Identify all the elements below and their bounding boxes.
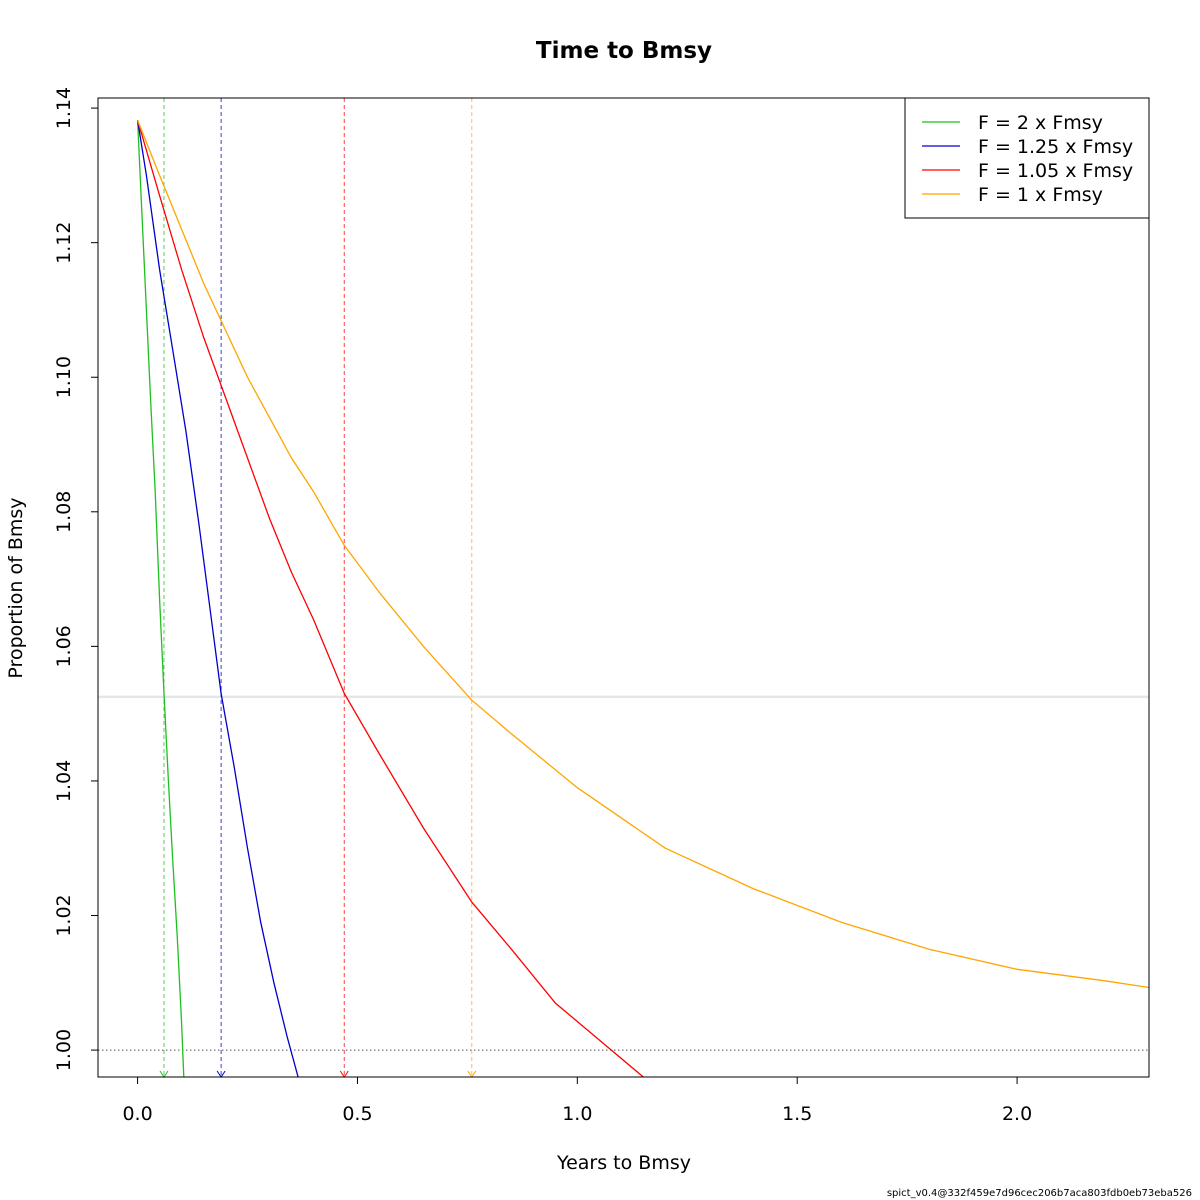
y-tick-label: 1.02	[53, 894, 75, 936]
legend-label-2: F = 1.25 x Fmsy	[978, 136, 1133, 158]
y-tick-label: 1.08	[53, 491, 75, 533]
series-line-4	[136, 119, 1149, 989]
legend-label-3: F = 1.05 x Fmsy	[978, 160, 1133, 182]
series-line-3	[136, 120, 644, 1077]
y-tick-label: 1.04	[53, 760, 75, 802]
y-tick-label: 1.06	[53, 625, 75, 667]
chart-title: Time to Bmsy	[536, 38, 712, 64]
reference-lines	[98, 695, 1149, 1051]
vertical-markers	[159, 98, 477, 1078]
series-line-1	[136, 120, 185, 1077]
y-tick-label: 1.14	[53, 87, 75, 129]
y-tick-label: 1.10	[53, 356, 75, 398]
x-tick-label: 1.0	[562, 1103, 592, 1125]
y-axis-title: Proportion of Bmsy	[5, 497, 27, 678]
y-tick-label: 1.12	[53, 222, 75, 264]
x-axis-title: Years to Bmsy	[556, 1152, 691, 1174]
legend-label-4: F = 1 x Fmsy	[978, 184, 1103, 206]
y-axis: 1.00 1.02 1.04 1.06 1.08 1.10 1.12 1.14	[53, 87, 99, 1071]
series-line-2	[136, 120, 299, 1077]
y-tick-label: 1.00	[53, 1029, 75, 1071]
plot-frame	[97, 97, 1150, 1078]
series-lines	[136, 119, 1149, 1077]
legend-label-1: F = 2 x Fmsy	[978, 112, 1103, 134]
footer-version: spict_v0.4@332f459e7d96cec206b7aca803fdb…	[887, 1188, 1192, 1199]
x-tick-label: 1.5	[782, 1103, 812, 1125]
x-tick-label: 0.0	[122, 1103, 152, 1125]
legend-box	[904, 97, 1150, 219]
x-axis: 0.0 0.5 1.0 1.5 2.0	[122, 1076, 1032, 1125]
x-tick-label: 0.5	[342, 1103, 372, 1125]
x-tick-label: 2.0	[1002, 1103, 1032, 1125]
